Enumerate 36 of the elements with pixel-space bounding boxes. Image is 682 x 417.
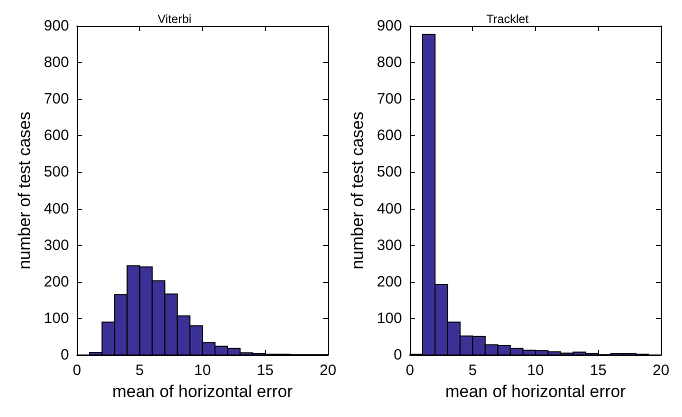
x-tick-label: 10 <box>527 362 544 379</box>
y-tick-label: 500 <box>376 164 402 181</box>
y-tick-label: 0 <box>60 346 69 364</box>
y-tick-label: 500 <box>44 164 69 181</box>
y-tick-label: 300 <box>44 236 69 254</box>
y-tick-label: 600 <box>376 127 402 144</box>
y-tick-label: 800 <box>376 54 402 72</box>
y-tick-label: 100 <box>376 310 402 327</box>
x-tick-label: 5 <box>136 362 144 379</box>
y-tick-label: 900 <box>44 18 69 34</box>
y-tick-label: 900 <box>376 18 402 34</box>
y-tick-label: 200 <box>376 273 402 290</box>
y-tick-label: 200 <box>44 273 69 290</box>
x-tick-label: 10 <box>194 362 211 379</box>
x-tick-label: 20 <box>652 362 670 379</box>
x-tick-label: 0 <box>406 362 414 379</box>
y-tick-label: 800 <box>44 54 69 72</box>
y-tick-label: 700 <box>376 90 402 108</box>
y-axis-title: number of test cases <box>15 112 34 270</box>
y-tick-label: 0 <box>394 346 402 364</box>
y-tick-label: 600 <box>44 127 69 144</box>
chart-title: Tracklet <box>486 12 530 26</box>
y-tick-label: 400 <box>44 200 69 218</box>
x-tick-label: 15 <box>256 362 274 379</box>
y-axis-title: number of test cases <box>348 112 367 270</box>
y-tick-label: 100 <box>44 310 69 327</box>
x-axis-title: mean of horizontal error <box>445 382 626 401</box>
x-axis-title: mean of horizontal error <box>112 382 294 401</box>
x-tick-label: 15 <box>590 362 607 379</box>
x-tick-label: 20 <box>320 362 336 379</box>
chart-title: Viterbi <box>158 12 192 26</box>
y-tick-label: 400 <box>376 200 402 218</box>
y-tick-label: 300 <box>376 236 402 254</box>
y-tick-label: 700 <box>44 90 69 108</box>
x-tick-label: 5 <box>468 362 477 379</box>
x-tick-label: 0 <box>72 362 82 379</box>
